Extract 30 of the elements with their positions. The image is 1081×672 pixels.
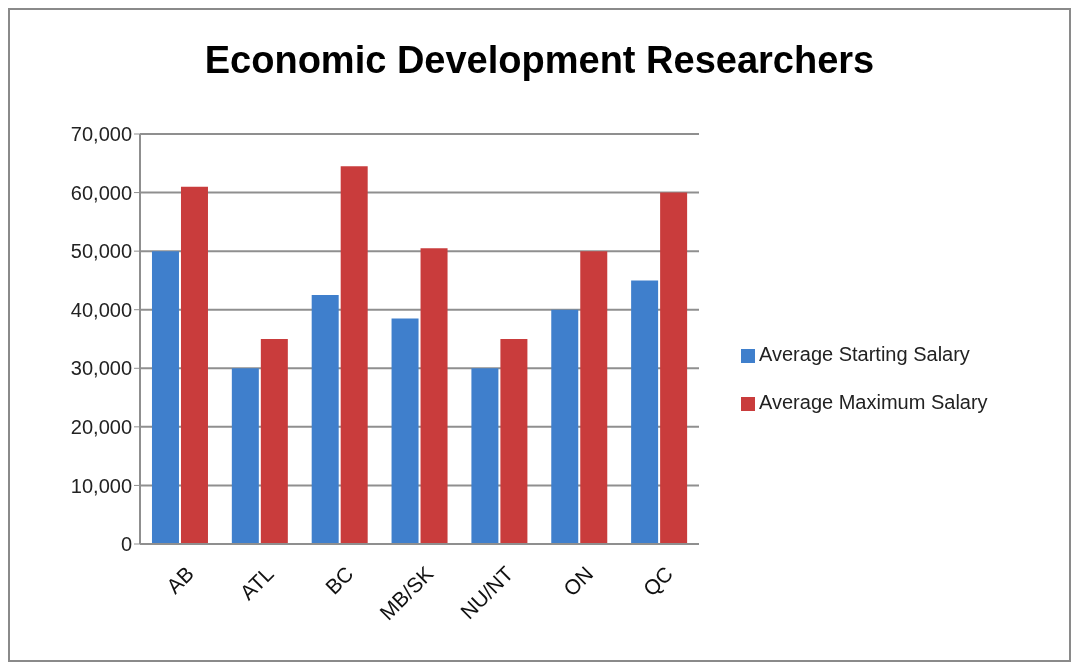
bar — [340, 166, 368, 544]
y-tick-label: 40,000 — [70, 298, 132, 321]
y-tick-label: 70,000 — [70, 123, 132, 146]
bar — [391, 318, 419, 544]
x-tick-label: AB — [161, 561, 198, 598]
bar — [551, 309, 579, 544]
bar — [580, 251, 608, 544]
x-tick-label: BC — [320, 561, 358, 599]
x-tick-label: QC — [638, 561, 678, 601]
bar — [260, 339, 288, 544]
legend-label: Average Starting Salary — [759, 343, 970, 365]
bar — [631, 280, 659, 544]
bar — [151, 251, 179, 544]
chart-title: Economic Development Researchers — [203, 38, 876, 83]
bar — [420, 248, 448, 544]
y-tick-label: 10,000 — [70, 474, 132, 497]
bar — [231, 368, 259, 544]
y-tick-label: 50,000 — [70, 240, 132, 263]
bar — [660, 192, 688, 544]
y-tick-label: 20,000 — [70, 415, 132, 438]
x-tick-label: ON — [558, 561, 598, 601]
y-tick-label: 30,000 — [70, 357, 132, 380]
y-tick-label: 60,000 — [70, 181, 132, 204]
bar — [180, 186, 208, 544]
legend-label: Average Maximum Salary — [759, 391, 988, 413]
bar — [500, 339, 528, 544]
y-tick-label: 0 — [120, 533, 132, 556]
bar — [311, 295, 339, 544]
bar — [471, 368, 499, 544]
x-tick-label: ATL — [235, 561, 278, 605]
